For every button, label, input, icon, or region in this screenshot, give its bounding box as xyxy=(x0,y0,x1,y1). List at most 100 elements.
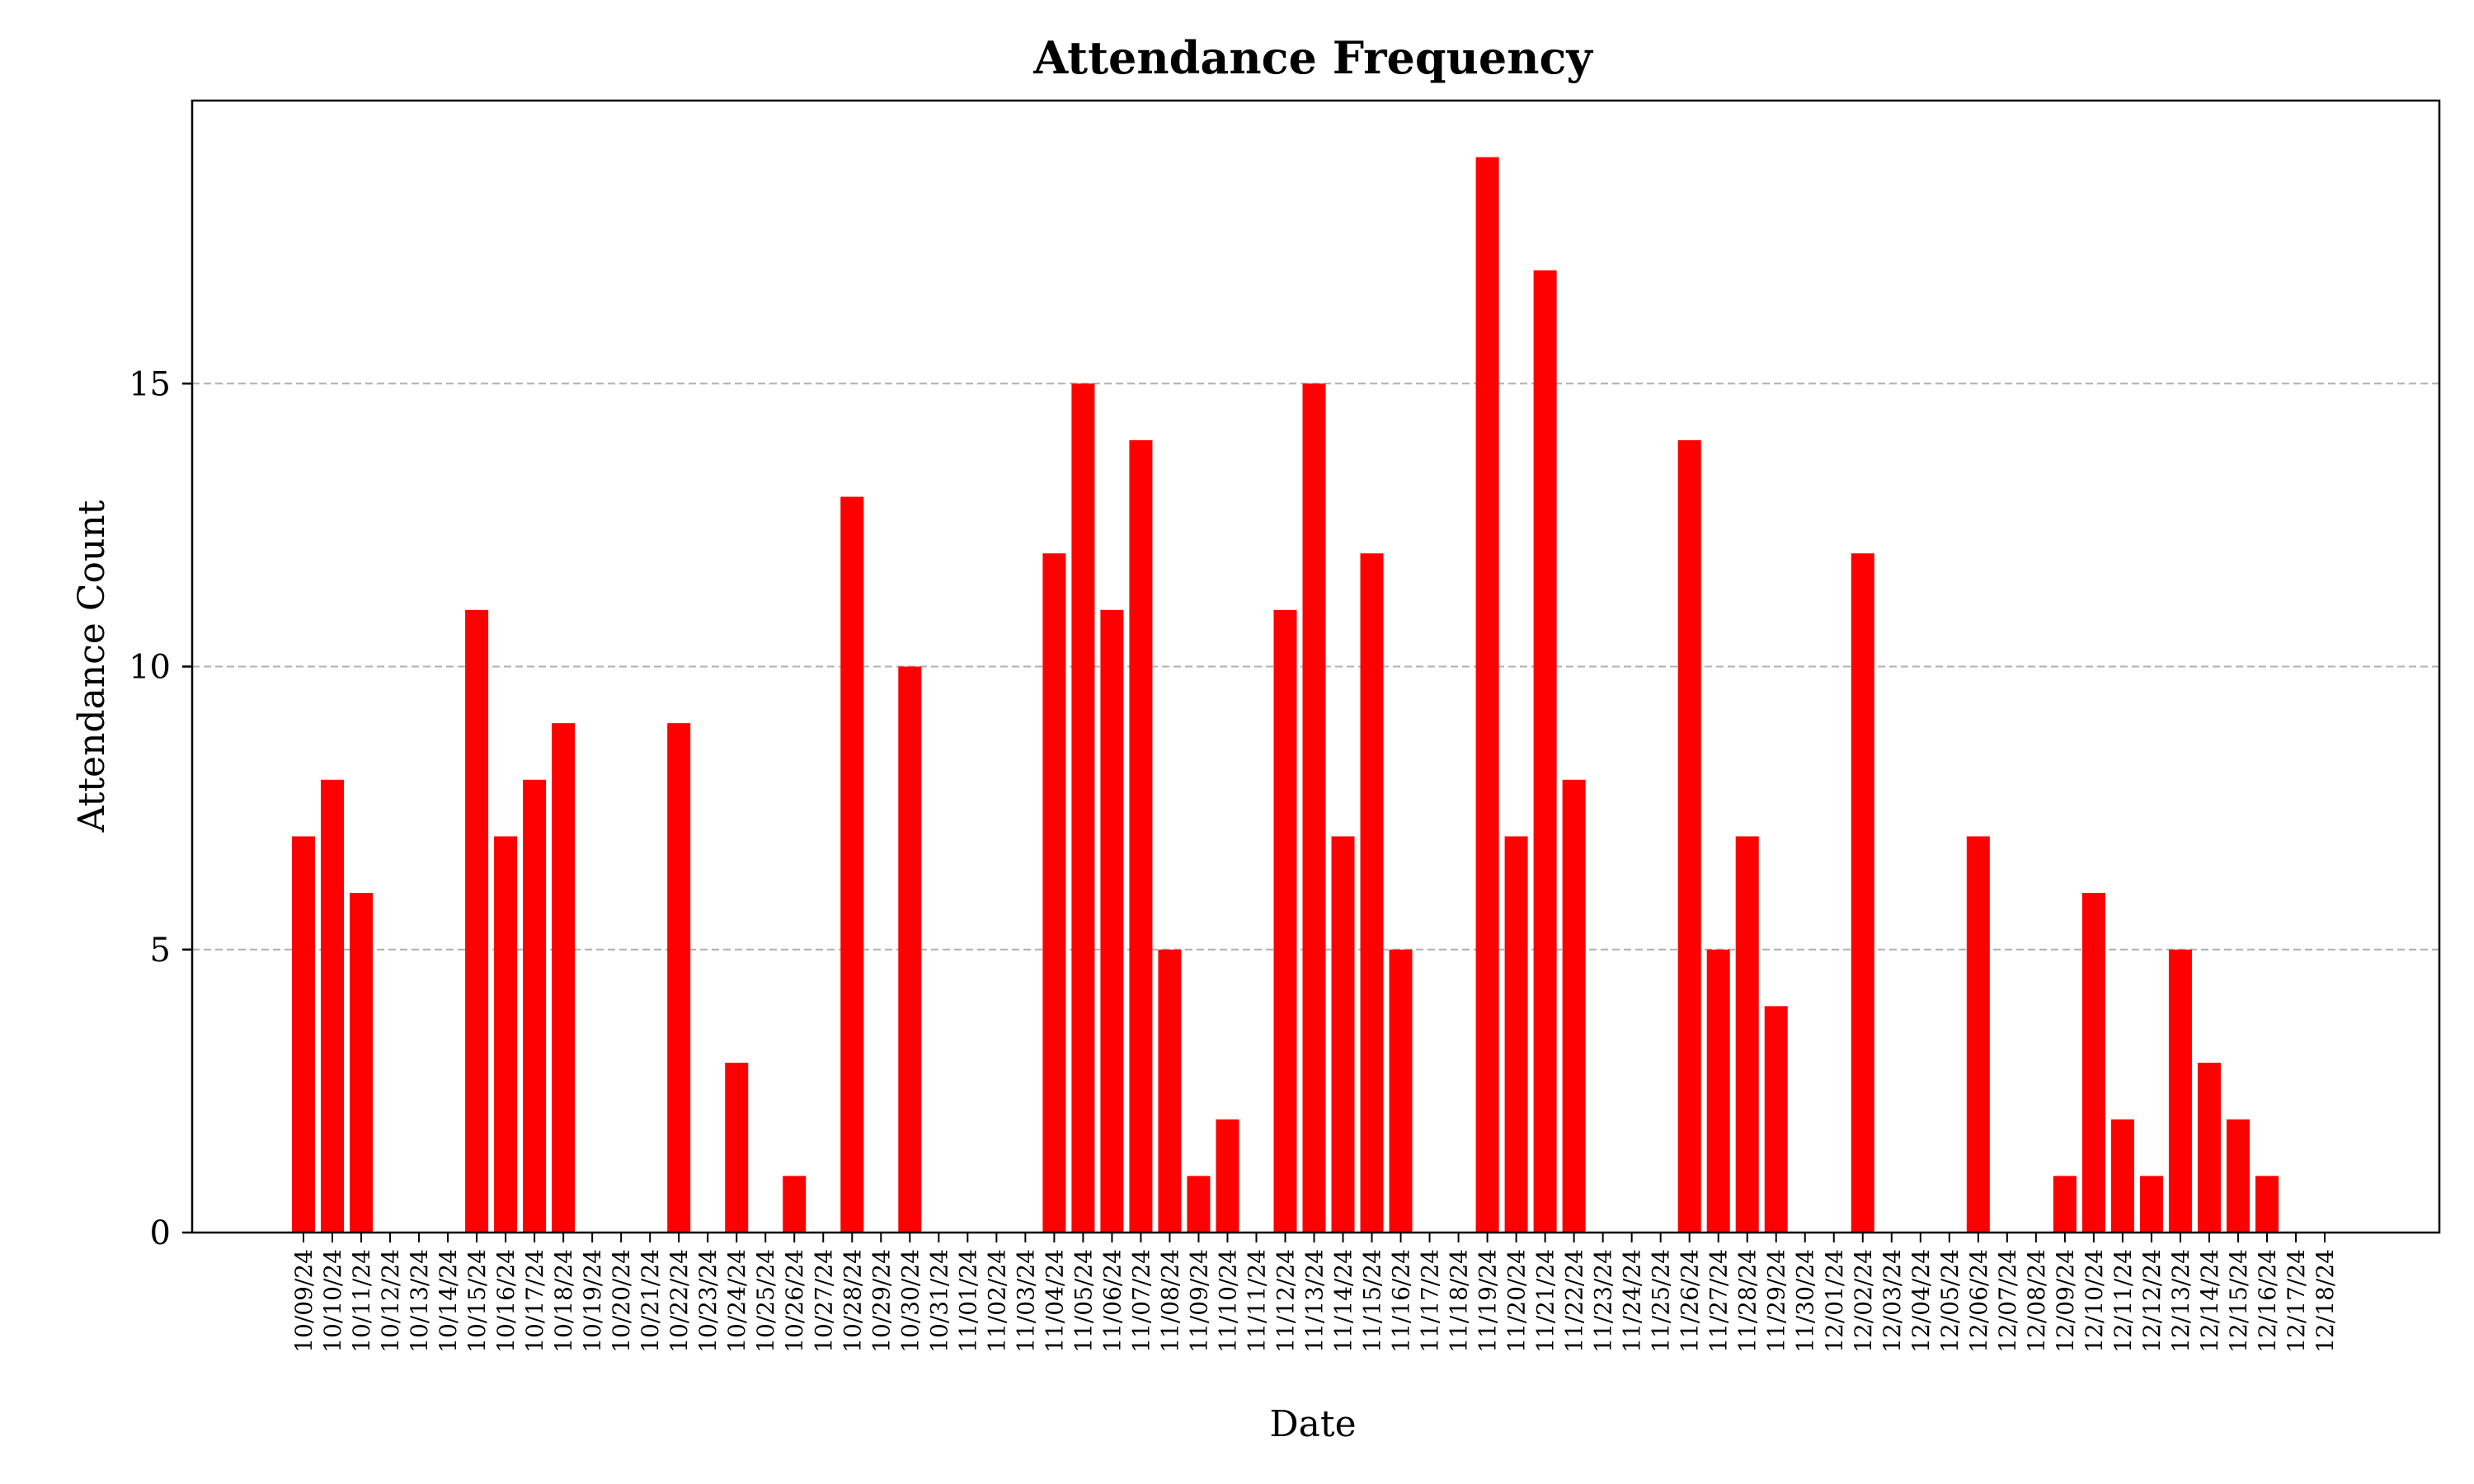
bar xyxy=(2226,1119,2250,1233)
bar xyxy=(552,723,576,1233)
x-axis-ticks: 10/09/24 10/10/24 10/11/24 10/12/24 10/13/24… xyxy=(290,1233,2339,1353)
x-tick-label: 12/17/24 xyxy=(2283,1249,2310,1353)
x-tick-label: 10/26/24 xyxy=(781,1249,808,1353)
bar xyxy=(1966,836,1990,1233)
x-tick-label: 10/15/24 xyxy=(463,1249,491,1353)
x-tick-label: 12/16/24 xyxy=(2254,1249,2281,1353)
bar xyxy=(1042,553,1066,1233)
x-tick-label: 11/24/24 xyxy=(1619,1249,1646,1353)
bar xyxy=(2255,1176,2279,1233)
x-tick-label: 10/23/24 xyxy=(694,1249,722,1353)
bar xyxy=(898,666,922,1233)
x-tick-label: 12/07/24 xyxy=(1994,1249,2021,1353)
bar xyxy=(725,1063,749,1233)
x-tick-label: 11/04/24 xyxy=(1041,1249,1068,1353)
x-tick-label: 12/01/24 xyxy=(1821,1249,1848,1353)
x-tick-label: 12/08/24 xyxy=(2023,1249,2050,1353)
x-tick-label: 11/03/24 xyxy=(1012,1249,1039,1353)
y-axis-ticks: 0 5 10 15 xyxy=(129,365,192,1252)
x-tick-label: 10/25/24 xyxy=(752,1249,779,1353)
bar xyxy=(1360,553,1384,1233)
bar xyxy=(1764,1006,1788,1233)
bar xyxy=(2081,893,2105,1233)
x-tick-label: 11/16/24 xyxy=(1388,1249,1415,1353)
x-tick-label: 10/27/24 xyxy=(810,1249,837,1353)
bar xyxy=(1562,779,1586,1233)
x-tick-label: 11/10/24 xyxy=(1214,1249,1241,1353)
x-tick-label: 11/07/24 xyxy=(1127,1249,1155,1353)
x-tick-label: 10/30/24 xyxy=(896,1249,924,1353)
x-tick-label: 10/09/24 xyxy=(290,1249,317,1353)
bar xyxy=(1273,609,1297,1233)
bar xyxy=(2197,1063,2221,1233)
bar xyxy=(1706,949,1730,1233)
bar xyxy=(1071,383,1095,1233)
x-tick-label: 10/14/24 xyxy=(435,1249,462,1353)
x-tick-label: 11/26/24 xyxy=(1677,1249,1704,1353)
bar xyxy=(1504,836,1528,1233)
x-tick-label: 11/23/24 xyxy=(1590,1249,1617,1353)
x-tick-label: 10/17/24 xyxy=(521,1249,548,1353)
x-tick-label: 10/22/24 xyxy=(666,1249,693,1353)
bar xyxy=(1331,836,1355,1233)
x-tick-label: 12/14/24 xyxy=(2196,1249,2223,1353)
x-tick-label: 11/02/24 xyxy=(983,1249,1010,1353)
x-tick-label: 11/13/24 xyxy=(1301,1249,1329,1353)
bar xyxy=(1533,270,1557,1233)
x-tick-label: 10/12/24 xyxy=(377,1249,404,1353)
x-tick-label: 10/20/24 xyxy=(608,1249,635,1353)
x-tick-label: 11/22/24 xyxy=(1561,1249,1588,1353)
x-tick-label: 10/16/24 xyxy=(492,1249,520,1353)
bar xyxy=(1735,836,1759,1233)
x-tick-label: 12/06/24 xyxy=(1965,1249,1992,1353)
x-tick-label: 10/31/24 xyxy=(925,1249,952,1353)
bar xyxy=(321,779,345,1233)
x-tick-label: 12/11/24 xyxy=(2109,1249,2137,1353)
x-tick-label: 12/02/24 xyxy=(1850,1249,1877,1353)
bar xyxy=(1129,439,1153,1233)
bar xyxy=(1851,553,1874,1233)
bar xyxy=(667,723,691,1233)
chart-title: Attendance Frequency xyxy=(1032,31,1593,84)
bar xyxy=(1216,1119,1239,1233)
x-tick-label: 12/15/24 xyxy=(2225,1249,2252,1353)
bar xyxy=(350,893,374,1233)
x-tick-label: 11/17/24 xyxy=(1417,1249,1444,1353)
y-tick-label: 10 xyxy=(129,649,171,687)
bar xyxy=(1302,383,1326,1233)
x-tick-label: 11/09/24 xyxy=(1185,1249,1212,1353)
x-tick-label: 12/05/24 xyxy=(1936,1249,1964,1353)
bar xyxy=(1677,439,1701,1233)
x-tick-label: 11/21/24 xyxy=(1532,1249,1559,1353)
y-axis-label: Attendance Count xyxy=(71,500,113,833)
x-tick-label: 11/18/24 xyxy=(1446,1249,1473,1353)
x-tick-label: 12/12/24 xyxy=(2138,1249,2166,1353)
x-tick-label: 10/10/24 xyxy=(319,1249,346,1353)
bars xyxy=(291,157,2279,1233)
x-tick-label: 10/13/24 xyxy=(406,1249,433,1353)
x-tick-label: 10/11/24 xyxy=(348,1249,375,1353)
x-tick-label: 11/14/24 xyxy=(1330,1249,1357,1353)
bar xyxy=(1187,1176,1211,1233)
x-tick-label: 11/25/24 xyxy=(1648,1249,1675,1353)
x-tick-label: 11/11/24 xyxy=(1243,1249,1270,1353)
x-tick-label: 10/18/24 xyxy=(550,1249,577,1353)
x-tick-label: 12/18/24 xyxy=(2312,1249,2339,1353)
x-tick-label: 11/29/24 xyxy=(1763,1249,1790,1353)
x-tick-label: 12/09/24 xyxy=(2052,1249,2079,1353)
x-tick-label: 11/05/24 xyxy=(1070,1249,1097,1353)
bar xyxy=(1389,949,1413,1233)
x-tick-label: 10/19/24 xyxy=(579,1249,606,1353)
bar xyxy=(291,836,316,1233)
y-tick-label: 0 xyxy=(150,1214,171,1252)
bar xyxy=(2053,1176,2077,1233)
bar xyxy=(2110,1119,2134,1233)
x-tick-label: 11/30/24 xyxy=(1792,1249,1819,1353)
x-tick-label: 11/08/24 xyxy=(1156,1249,1183,1353)
bar xyxy=(840,496,864,1233)
bar xyxy=(494,836,518,1233)
x-tick-label: 11/15/24 xyxy=(1359,1249,1386,1353)
bar xyxy=(2139,1176,2163,1233)
